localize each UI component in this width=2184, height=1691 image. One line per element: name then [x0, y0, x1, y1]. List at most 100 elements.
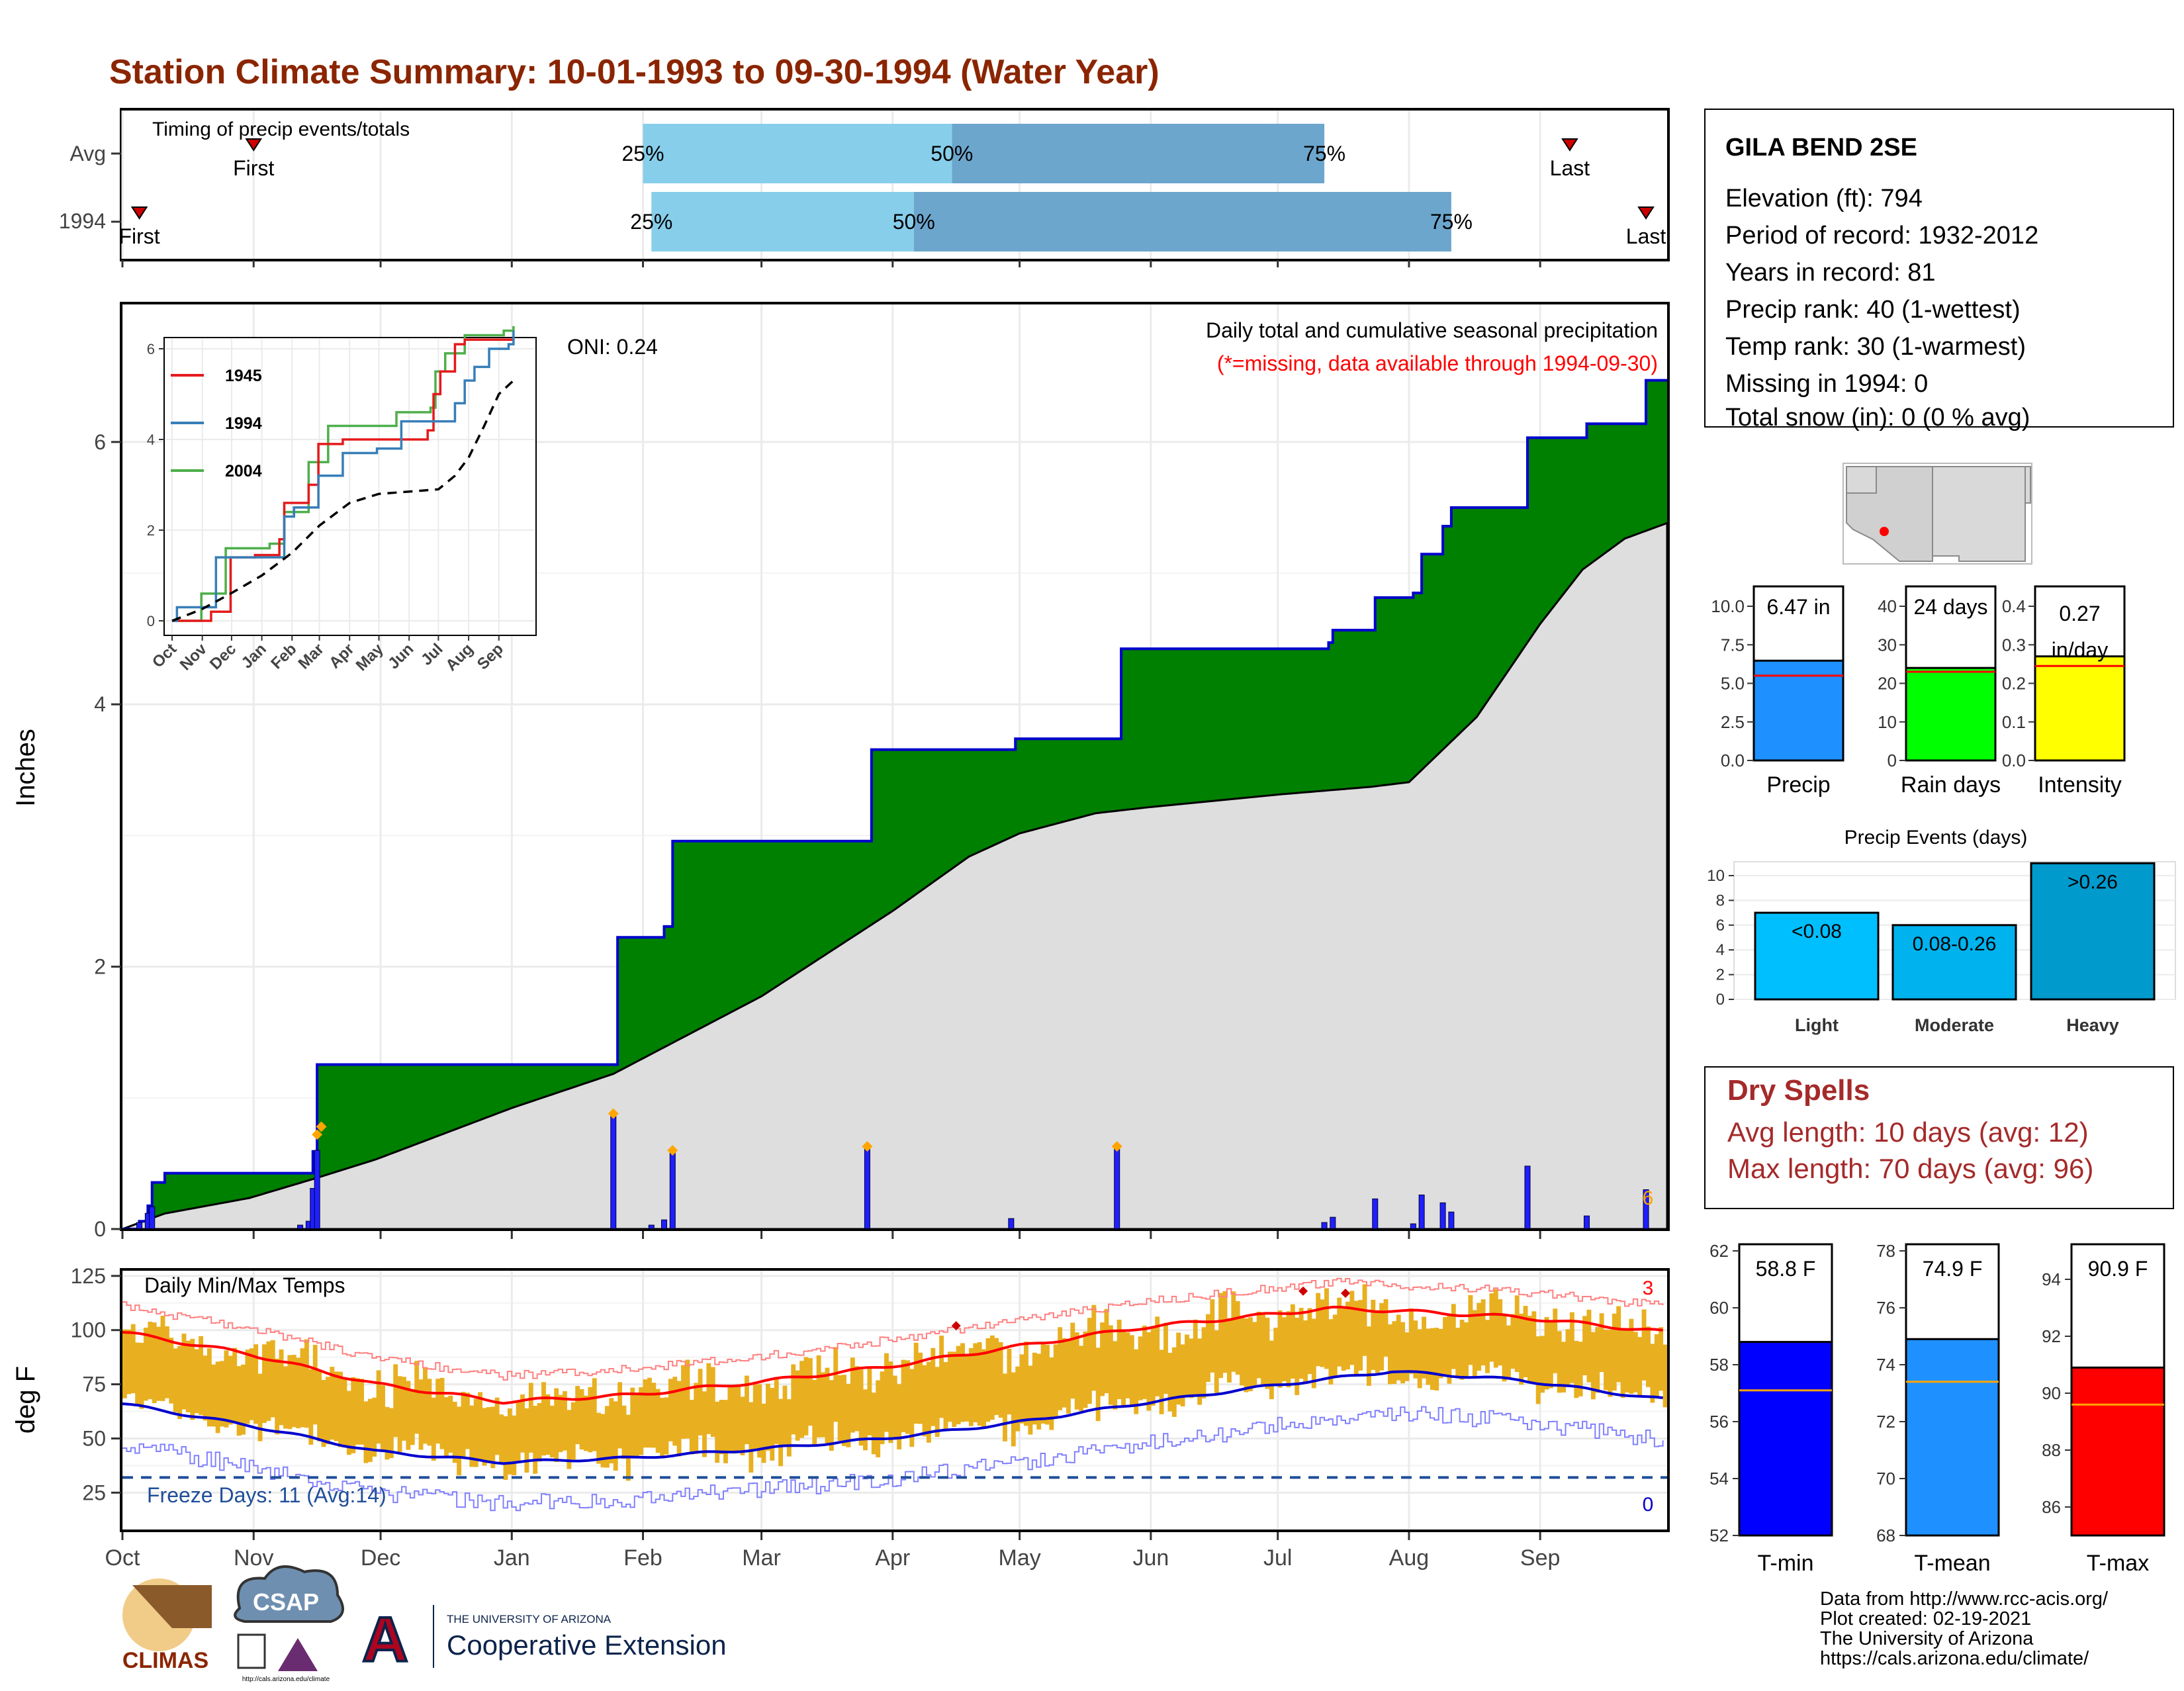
daily-temp-range-bar — [609, 1398, 614, 1464]
inset-normal-dashed-line — [171, 379, 515, 622]
inset-series — [171, 326, 515, 622]
temp-bar-y-tick-label: 54 — [1709, 1469, 1729, 1488]
precip-y-tick-label: 4 — [94, 692, 106, 716]
precip-surplus-segment — [897, 749, 902, 908]
timing-marker-triangle-icon — [245, 138, 263, 152]
daily-temp-range-bar — [270, 1340, 275, 1418]
daily-temp-range-bar — [499, 1414, 504, 1464]
summary-bar-y-tick-label: 0.0 — [2002, 751, 2026, 770]
inset-series-1994-line — [172, 330, 515, 622]
daily-temp-range-bar — [1387, 1324, 1392, 1385]
precip-surplus-segment — [1189, 649, 1194, 803]
daily-temp-range-bar — [1637, 1337, 1643, 1397]
daily-temp-range-bar — [1252, 1322, 1257, 1388]
inset-legend-label: 1945 — [225, 367, 262, 385]
precip-surplus-segment — [355, 1064, 360, 1166]
daily-temp-range-bar — [1007, 1348, 1012, 1415]
timing-percentile-label: 25% — [630, 210, 672, 234]
precip-surplus-segment — [791, 841, 796, 978]
daily-temp-range-bar — [625, 1414, 631, 1481]
daily-temp-range-bar — [549, 1405, 555, 1458]
precip-surplus-segment — [1185, 649, 1190, 804]
daily-temp-range-bar — [968, 1348, 974, 1426]
daily-temp-range-bar — [1404, 1332, 1410, 1381]
daily-precip-bar — [1524, 1165, 1531, 1230]
daily-temp-range-bar — [516, 1400, 521, 1462]
precip-surplus-segment — [960, 749, 966, 863]
summary-bar-value-label: 6.47 in — [1766, 595, 1830, 619]
precip-surplus-segment — [727, 841, 733, 1015]
daily-temp-range-bar — [939, 1336, 944, 1418]
precip-surplus-segment — [541, 1064, 547, 1099]
summary-bar-fill — [1752, 659, 1844, 762]
dry-spells-frame — [1704, 1066, 2174, 1209]
daily-temp-range-bar — [1366, 1326, 1371, 1386]
daily-temp-range-bar — [778, 1398, 784, 1467]
daily-temp-range-bar — [1625, 1330, 1629, 1393]
daily-temp-range-bar — [596, 1412, 602, 1464]
daily-temp-range-bar — [884, 1353, 889, 1432]
precip-event-category-label: Heavy — [2066, 1015, 2119, 1035]
daily-temp-range-bar — [1116, 1319, 1122, 1400]
daily-temp-range-bar — [681, 1365, 686, 1439]
precip-surplus-segment — [503, 1064, 508, 1111]
daily-temp-range-bar — [719, 1400, 724, 1455]
temp-y-tick-label: 100 — [71, 1318, 106, 1342]
inset-y-tick-label: 6 — [147, 341, 155, 357]
precip-surplus-segment — [1316, 649, 1321, 792]
summary-bar-y-tick-label: 0.1 — [2002, 712, 2026, 732]
precip-surplus-segment — [520, 1064, 525, 1105]
precip-surplus-segment — [934, 749, 940, 881]
daily-temp-range-bar — [228, 1355, 233, 1425]
temp-x-tick-label: Aug — [1389, 1545, 1430, 1571]
daily-temp-range-bar — [439, 1377, 445, 1449]
precip-surplus-segment — [1248, 649, 1253, 798]
daily-temp-range-bar — [736, 1385, 741, 1453]
daily-temp-range-bar — [1171, 1347, 1177, 1417]
precip-surplus-segment — [1138, 649, 1143, 809]
precip-surplus-segment — [249, 1173, 254, 1199]
precip-surplus-segment — [1629, 424, 1634, 537]
precip-surplus-segment — [388, 1064, 394, 1155]
precip-surplus-segment — [1353, 630, 1359, 788]
daily-temp-range-bar — [901, 1359, 906, 1432]
precip-surplus-segment — [1480, 507, 1486, 711]
daily-temp-range-bar — [139, 1342, 144, 1409]
summary-bar-y-tick-label: 2.5 — [1721, 712, 1745, 732]
precip-annotation-missing: (*=missing, data available through 1994-… — [1217, 351, 1658, 375]
timing-x-ticks — [111, 152, 1541, 267]
precip-surplus-segment — [528, 1064, 533, 1103]
precip-surplus-segment — [1548, 437, 1553, 614]
oni-label: ONI: 0.24 — [567, 335, 658, 359]
temp-bar-value-label: 74.9 F — [1923, 1257, 1983, 1281]
precip-surplus-segment — [1150, 649, 1156, 807]
daily-temp-range-bar — [1383, 1299, 1388, 1357]
daily-temp-range-bar — [782, 1385, 788, 1446]
ua-logo-line1: THE UNIVERSITY OF ARIZONA — [447, 1613, 612, 1625]
daily-temp-range-bar — [1079, 1346, 1084, 1411]
precip-surplus-segment — [494, 1064, 500, 1115]
summary-bar-y-tick-label: 7.5 — [1721, 635, 1745, 655]
precip-surplus-segment — [922, 749, 927, 890]
precip-surplus-segment — [1163, 649, 1169, 806]
precip-surplus-segment — [291, 1173, 296, 1186]
dry-spells-max-length: Max length: 70 days (avg: 96) — [1727, 1153, 2093, 1184]
precip-surplus-segment — [1383, 597, 1388, 786]
precip-surplus-segment — [1455, 507, 1461, 738]
daily-temp-range-bar — [1155, 1316, 1160, 1396]
daily-temp-range-bar — [913, 1342, 919, 1424]
precip-surplus-segment — [761, 841, 766, 997]
daily-temp-range-bar — [757, 1384, 762, 1458]
daily-temp-range-bar — [1608, 1330, 1613, 1397]
precip-surplus-segment — [876, 749, 881, 923]
precip-surplus-segment — [1438, 554, 1443, 754]
precip-event-category-label: Moderate — [1915, 1015, 1994, 1035]
precip-panel: 0 2 4 6 Inches Daily total and cumulative s… — [11, 302, 1670, 1241]
daily-temp-range-bar — [143, 1328, 148, 1401]
inset-y-tick-label: 0 — [147, 613, 155, 629]
daily-temp-range-bar — [1197, 1338, 1203, 1405]
daily-temp-range-bar — [563, 1391, 567, 1451]
precip-surplus-segment — [1244, 649, 1249, 798]
precip-surplus-segment — [1362, 630, 1367, 788]
